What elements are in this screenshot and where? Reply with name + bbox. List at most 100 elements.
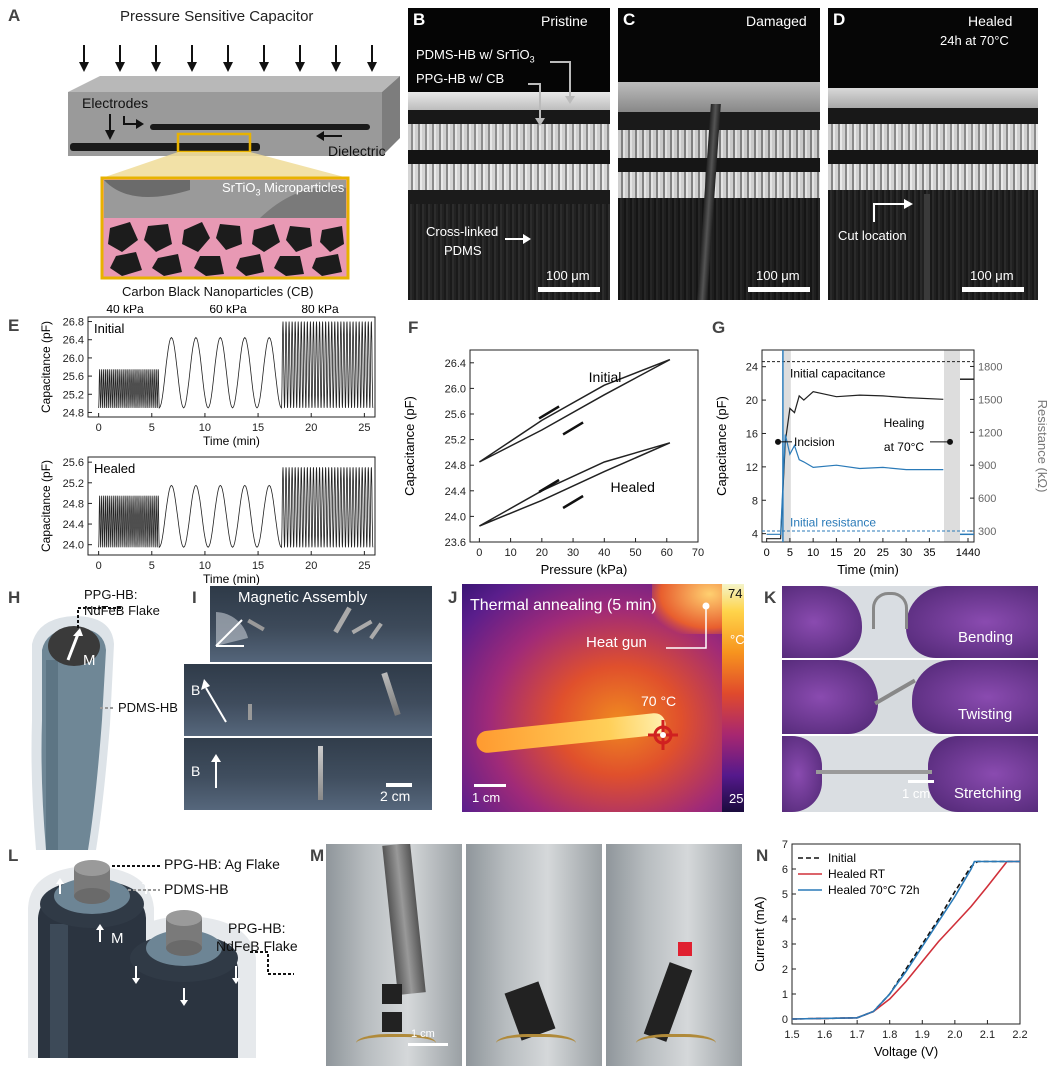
incision-band xyxy=(783,350,791,542)
y-axis-label-e: Capacitance (pF) xyxy=(39,321,53,413)
ppg-cb-label: PPG-HB w/ CB xyxy=(416,71,505,86)
scale-bar-i xyxy=(386,783,412,787)
x-g-tick-label: 35 xyxy=(923,547,935,559)
series-label-e: Initial xyxy=(94,321,124,336)
initial-resistance-label: Initial resistance xyxy=(790,516,876,530)
colorbar-max: 74 xyxy=(728,586,743,601)
panel-label-g: G xyxy=(712,318,726,337)
y-f-tick-label: 26.4 xyxy=(445,358,466,370)
pressure-label: 40 kPa xyxy=(106,305,144,316)
x-g-tick-label: 10 xyxy=(807,547,819,559)
pressure-label: 80 kPa xyxy=(301,305,339,316)
x-n-tick-label: 2.1 xyxy=(980,1029,995,1041)
temperature-label: 70 °C xyxy=(641,693,677,709)
incision-label: Incision xyxy=(794,435,835,449)
y-e-tick-label: 26.8 xyxy=(63,317,84,329)
photo-jar-2 xyxy=(466,844,602,1066)
x-g-tick-label: 20 xyxy=(854,547,866,559)
healing-label-2: at 70°C xyxy=(884,440,924,454)
x-g-tick-label: 1440 xyxy=(956,547,980,559)
y-n-tick-label: 5 xyxy=(782,889,788,901)
x-e-tick-label: 25 xyxy=(358,560,370,572)
healing-label-1: Healing xyxy=(884,416,925,430)
x-n-tick-label: 2.2 xyxy=(1012,1029,1027,1041)
y-f-tick-label: 24.4 xyxy=(445,486,466,498)
heat-gun-pointer xyxy=(666,602,710,649)
unload-arrow xyxy=(538,405,560,420)
photo-bending xyxy=(782,586,1038,658)
y-e-tick-label: 25.6 xyxy=(63,371,84,383)
healed-label: Healed xyxy=(968,13,1013,29)
photo-jar-1 xyxy=(326,844,462,1066)
x-e-tick-label: 15 xyxy=(252,422,264,434)
ag-flake-label: PPG-HB: Ag Flake xyxy=(164,856,280,872)
colorbar xyxy=(722,584,744,812)
fiber-diagram-h xyxy=(31,607,122,850)
chart-e: 40 kPa 60 kPa 80 kPa 24.8 25.2 25.6 26.0 26.4 26… xyxy=(39,305,376,585)
x-f-tick-label: 70 xyxy=(692,547,704,559)
x-f-tick-label: 50 xyxy=(629,547,641,559)
healed-label-f: Healed xyxy=(611,479,655,495)
b-field-label-2: B xyxy=(191,682,201,698)
x-n-tick-label: 1.6 xyxy=(817,1029,832,1041)
panel-label-l: L xyxy=(8,846,19,865)
capacitor-diagram xyxy=(68,45,400,280)
y-n-tick-label: 4 xyxy=(782,914,788,926)
x-e-tick-label: 0 xyxy=(96,422,102,434)
y-f-tick-label: 25.6 xyxy=(445,409,466,421)
x-g-tick-label: 0 xyxy=(764,547,770,559)
pdms-srtio3-label: PDMS-HB w/ SrTiO3 xyxy=(416,47,535,65)
x-n-tick-label: 1.7 xyxy=(849,1029,864,1041)
y-e-tick-label: 24.8 xyxy=(63,407,84,419)
b-field-label-1: B xyxy=(191,617,201,633)
y-axis-label-g: Capacitance (pF) xyxy=(714,396,729,496)
legend-label: Healed RT xyxy=(828,867,886,881)
photo-jar-3 xyxy=(606,844,742,1066)
x-f-tick-label: 10 xyxy=(504,547,516,559)
scale-label-k: 1 cm xyxy=(902,786,931,801)
photo-twisting xyxy=(782,660,1038,734)
panel-label-a: A xyxy=(8,6,21,25)
y-axis-label-e: Capacitance (pF) xyxy=(39,460,53,552)
b-arrow-3 xyxy=(211,754,221,788)
scale-bar-m xyxy=(408,1043,448,1046)
crosslinked-label-1: Cross-linked xyxy=(426,224,499,239)
y-n-tick-label: 2 xyxy=(782,964,788,976)
load-arrow xyxy=(562,421,584,436)
y-f-tick-label: 24.8 xyxy=(445,460,466,472)
x-axis-label-e: Time (min) xyxy=(203,572,260,585)
axes-g xyxy=(761,349,975,543)
electrodes-label: Electrodes xyxy=(82,95,149,111)
x-g-tick-label: 15 xyxy=(830,547,842,559)
photo-damaged xyxy=(618,8,820,300)
photo-assembly-3 xyxy=(184,738,432,810)
y-g-tick-label: 8 xyxy=(752,495,758,507)
iv-curve xyxy=(791,860,1020,1020)
twisting-label: Twisting xyxy=(958,706,1013,723)
y-g-tick-label: 4 xyxy=(752,529,758,541)
initial-capacitance-label: Initial capacitance xyxy=(790,366,886,380)
scale-bar-b xyxy=(538,287,600,292)
x-axis-label-g: Time (min) xyxy=(837,562,899,577)
y-e-tick-label: 25.6 xyxy=(63,457,84,469)
x-e-tick-label: 15 xyxy=(252,560,264,572)
axes-n xyxy=(791,843,1021,1025)
series-label-e: Healed xyxy=(94,461,135,476)
crosshair-icon xyxy=(648,720,678,750)
panel-label-c: C xyxy=(623,10,636,29)
x-e-tick-label: 20 xyxy=(305,560,317,572)
b-field-label-3: B xyxy=(191,763,201,779)
y-n-tick-label: 7 xyxy=(782,839,788,851)
dielectric-label: Dielectric xyxy=(328,143,386,159)
pdms-hb-label-l: PDMS-HB xyxy=(164,881,229,897)
y2-g-tick-label: 300 xyxy=(978,526,996,538)
fiber-diagram-l xyxy=(28,860,294,1058)
colorbar-unit: °C xyxy=(730,632,745,647)
x-n-tick-label: 1.5 xyxy=(784,1029,799,1041)
ppg-ndfeb-label-2: NdFeB Flake xyxy=(84,603,160,618)
x-axis-label-e: Time (min) xyxy=(203,434,260,448)
x-g-tick-label: 5 xyxy=(787,547,793,559)
scale-bar-j xyxy=(474,784,506,787)
x-f-tick-label: 0 xyxy=(476,547,482,559)
y-e-tick-label: 26.4 xyxy=(63,335,84,347)
